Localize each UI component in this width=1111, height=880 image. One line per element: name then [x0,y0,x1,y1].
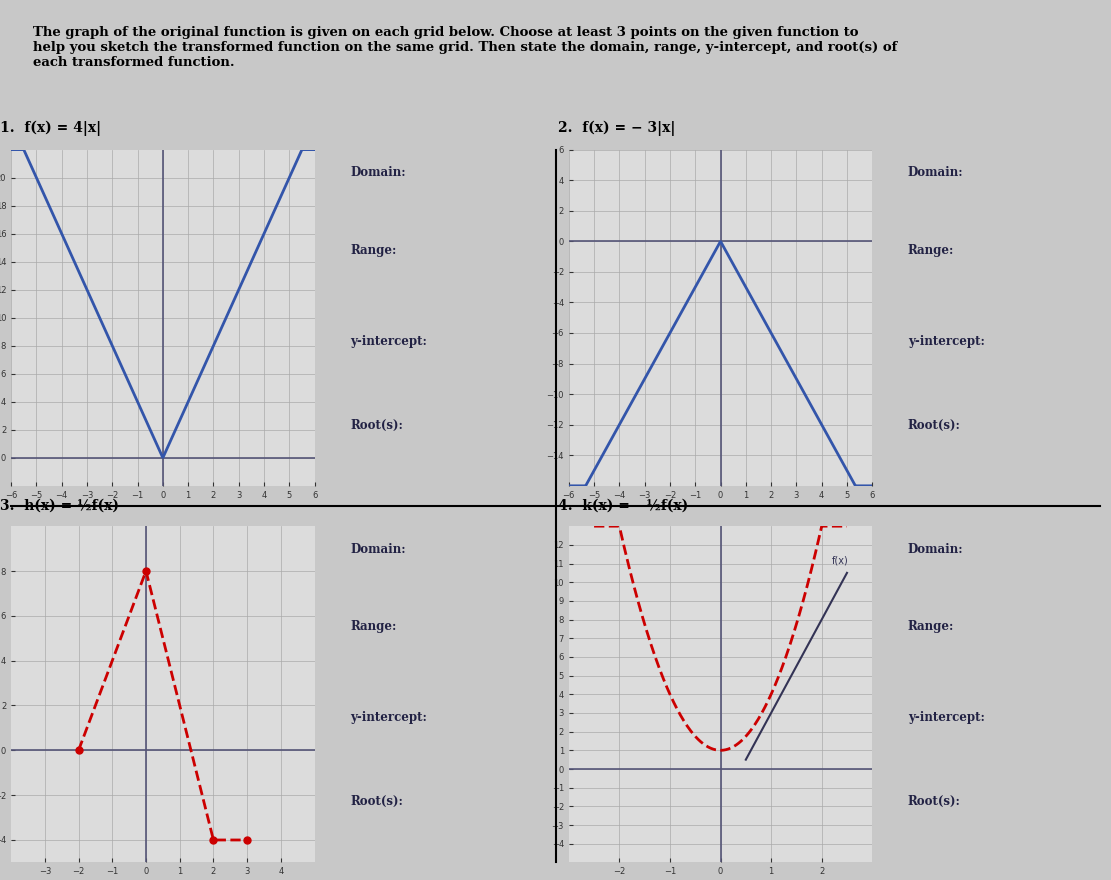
Text: Domain:: Domain: [350,166,406,180]
Text: 1.  f(x) = 4|x|: 1. f(x) = 4|x| [0,121,101,136]
Text: f(x): f(x) [832,555,849,566]
Text: 2.  f(x) = − 3|x|: 2. f(x) = − 3|x| [558,121,675,136]
Text: Root(s):: Root(s): [350,796,403,808]
Text: y-intercept:: y-intercept: [350,711,427,724]
Text: Domain:: Domain: [908,543,963,556]
Text: Range:: Range: [350,620,397,634]
Text: 3.  h(x) = ½f(x): 3. h(x) = ½f(x) [0,499,119,513]
Text: Range:: Range: [908,620,954,634]
Text: Range:: Range: [908,244,954,257]
Text: The graph of the original function is given on each grid below. Choose at least : The graph of the original function is gi… [33,26,898,70]
Text: Domain:: Domain: [908,166,963,180]
Text: Root(s):: Root(s): [908,419,961,431]
Text: Root(s):: Root(s): [350,419,403,431]
Text: y-intercept:: y-intercept: [908,711,984,724]
Text: Root(s):: Root(s): [908,796,961,808]
Text: Domain:: Domain: [350,543,406,556]
Text: y-intercept:: y-intercept: [908,334,984,348]
Text: Range:: Range: [350,244,397,257]
Text: 4.  k(x) = −½f(x): 4. k(x) = −½f(x) [558,499,688,513]
Text: y-intercept:: y-intercept: [350,334,427,348]
